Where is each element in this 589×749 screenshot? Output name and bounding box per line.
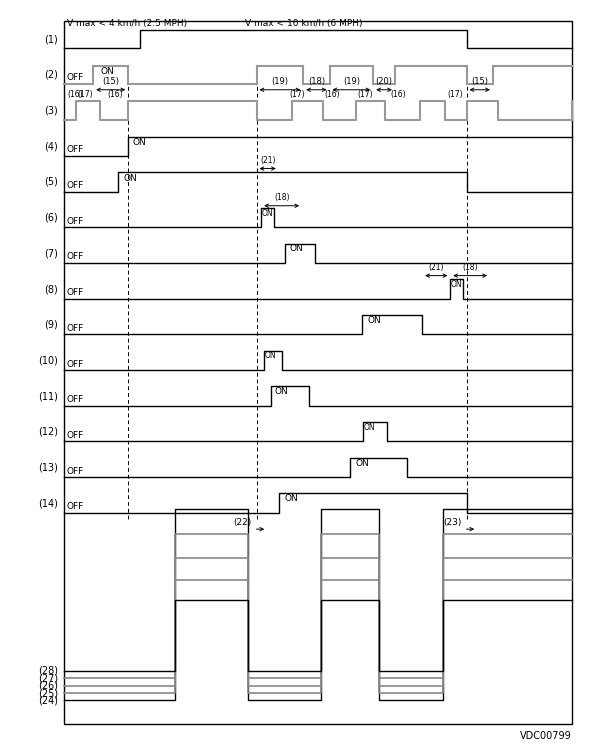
Text: (22): (22) bbox=[233, 518, 252, 527]
Text: (8): (8) bbox=[44, 284, 58, 294]
Text: (4): (4) bbox=[44, 142, 58, 151]
Text: (17): (17) bbox=[447, 90, 463, 99]
Text: OFF: OFF bbox=[67, 145, 84, 154]
Text: (18): (18) bbox=[462, 263, 478, 272]
Text: (12): (12) bbox=[38, 427, 58, 437]
Text: (19): (19) bbox=[343, 77, 360, 86]
Text: (16): (16) bbox=[391, 90, 406, 99]
Text: V max < 4 km/h (2.5 MPH): V max < 4 km/h (2.5 MPH) bbox=[67, 19, 187, 28]
Text: (17): (17) bbox=[78, 90, 94, 99]
Text: ON: ON bbox=[284, 494, 299, 503]
Text: (27): (27) bbox=[38, 673, 58, 683]
Text: (17): (17) bbox=[290, 90, 305, 99]
Text: (23): (23) bbox=[444, 518, 462, 527]
Text: (2): (2) bbox=[44, 70, 58, 80]
Text: VDC00799: VDC00799 bbox=[520, 731, 572, 742]
Text: (11): (11) bbox=[38, 391, 58, 401]
Text: (26): (26) bbox=[38, 681, 58, 691]
Text: OFF: OFF bbox=[67, 252, 84, 261]
Text: ON: ON bbox=[289, 244, 303, 253]
Text: (15): (15) bbox=[102, 77, 119, 86]
Text: OFF: OFF bbox=[67, 503, 84, 512]
Text: ON: ON bbox=[262, 209, 273, 218]
Text: (1): (1) bbox=[44, 34, 58, 44]
Text: (7): (7) bbox=[44, 249, 58, 258]
Text: (16): (16) bbox=[107, 90, 123, 99]
Text: ON: ON bbox=[133, 138, 147, 147]
Text: (21): (21) bbox=[260, 156, 276, 165]
Text: OFF: OFF bbox=[67, 288, 84, 297]
Text: (16): (16) bbox=[67, 90, 82, 99]
Text: (28): (28) bbox=[38, 666, 58, 676]
Text: V max < 10 km/h (6 MPH): V max < 10 km/h (6 MPH) bbox=[244, 19, 362, 28]
Text: ON: ON bbox=[274, 387, 289, 396]
Text: (18): (18) bbox=[308, 77, 325, 86]
Text: OFF: OFF bbox=[67, 360, 84, 369]
Text: (24): (24) bbox=[38, 695, 58, 706]
Text: OFF: OFF bbox=[67, 324, 84, 333]
Bar bbox=[64, 22, 572, 724]
Text: ON: ON bbox=[124, 174, 137, 183]
Text: (18): (18) bbox=[274, 193, 289, 202]
Text: (16): (16) bbox=[325, 90, 340, 99]
Text: ON: ON bbox=[264, 351, 276, 360]
Text: (9): (9) bbox=[44, 320, 58, 330]
Text: (5): (5) bbox=[44, 177, 58, 187]
Text: ON: ON bbox=[368, 316, 381, 325]
Text: (6): (6) bbox=[44, 213, 58, 222]
Text: OFF: OFF bbox=[67, 216, 84, 225]
Text: OFF: OFF bbox=[67, 181, 84, 190]
Text: ON: ON bbox=[100, 67, 114, 76]
Text: ON: ON bbox=[451, 280, 462, 289]
Text: ON: ON bbox=[364, 423, 376, 432]
Text: (17): (17) bbox=[358, 90, 373, 99]
Text: (15): (15) bbox=[471, 77, 488, 86]
Text: (25): (25) bbox=[38, 688, 58, 698]
Text: (21): (21) bbox=[429, 263, 444, 272]
Text: (14): (14) bbox=[38, 498, 58, 508]
Text: OFF: OFF bbox=[67, 395, 84, 404]
Text: ON: ON bbox=[356, 458, 369, 467]
Text: OFF: OFF bbox=[67, 73, 84, 82]
Text: OFF: OFF bbox=[67, 467, 84, 476]
Text: (20): (20) bbox=[376, 77, 392, 86]
Text: (10): (10) bbox=[38, 355, 58, 366]
Text: (13): (13) bbox=[38, 462, 58, 473]
Text: (3): (3) bbox=[44, 106, 58, 115]
Text: (19): (19) bbox=[272, 77, 289, 86]
Text: OFF: OFF bbox=[67, 431, 84, 440]
